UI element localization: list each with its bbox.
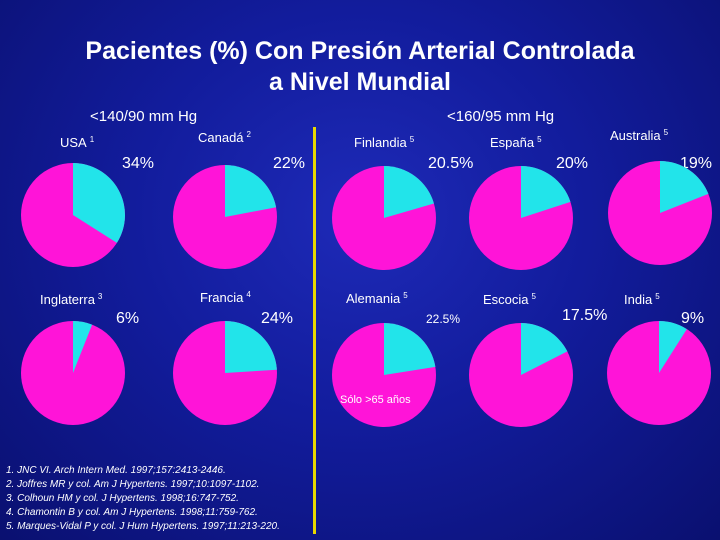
group-divider bbox=[313, 127, 316, 534]
country-label-australia: Australia 5 bbox=[610, 128, 668, 143]
pie-slice-controlled bbox=[521, 323, 568, 375]
country-label-india: India 5 bbox=[624, 292, 660, 307]
reference-number: 5 bbox=[403, 291, 408, 300]
pie-slice-controlled bbox=[521, 166, 571, 218]
pct-label-inglaterra: 6% bbox=[116, 310, 140, 327]
country-name: Canadá bbox=[198, 130, 244, 145]
country-label-usa: USA 1 bbox=[60, 135, 94, 150]
reference-number: 5 bbox=[663, 128, 669, 137]
pct-label-australia: 19% bbox=[680, 155, 713, 172]
pie-slice-controlled bbox=[73, 163, 126, 243]
pct-label-finlandia: 20.5% bbox=[428, 155, 474, 172]
pie-slice-controlled bbox=[384, 166, 434, 218]
reference-item: 5. Marques-Vidal P y col. J Hum Hyperten… bbox=[6, 521, 280, 532]
pie-chart-escocia bbox=[469, 323, 573, 427]
country-name: Inglaterra bbox=[40, 292, 95, 307]
references: 1. JNC VI. Arch Intern Med. 1997;157:241… bbox=[6, 464, 280, 534]
pie-slice-controlled bbox=[225, 165, 277, 217]
pie-chart-usa bbox=[21, 163, 126, 267]
pie-chart-francia bbox=[173, 321, 277, 425]
pie-slice-controlled bbox=[384, 323, 436, 375]
reference-item: 4. Chamontin B y col. Am J Hypertens. 19… bbox=[6, 507, 258, 518]
country-label-francia: Francia 4 bbox=[200, 290, 251, 305]
country-label-escocia: Escocia 5 bbox=[483, 292, 536, 307]
pie-chart-canada bbox=[173, 165, 277, 269]
pct-label-escocia: 17.5% bbox=[562, 307, 608, 324]
pie-chart-india bbox=[607, 321, 711, 425]
pct-label-espana: 20% bbox=[556, 155, 589, 172]
country-label-finlandia: Finlandia 5 bbox=[354, 135, 414, 150]
pie-slice-controlled bbox=[225, 321, 277, 373]
page-title: Pacientes (%) Con Presión Arterial Contr… bbox=[0, 36, 720, 98]
reference-number: 3 bbox=[97, 292, 103, 301]
age-note: Sólo >65 años bbox=[340, 394, 411, 406]
country-label-inglaterra: Inglaterra 3 bbox=[40, 292, 102, 307]
title-line-2: a Nivel Mundial bbox=[269, 68, 451, 96]
pie-chart-espana bbox=[469, 166, 573, 270]
pie-chart-alemania bbox=[332, 323, 436, 427]
reference-number: 5 bbox=[537, 135, 542, 144]
group-label-left: <140/90 mm Hg bbox=[90, 108, 198, 125]
country-name: Finlandia bbox=[354, 135, 407, 150]
reference-number: 4 bbox=[246, 290, 251, 299]
pie-chart-australia bbox=[608, 161, 712, 265]
pct-label-canada: 22% bbox=[273, 155, 306, 172]
group-label-right: <160/95 mm Hg bbox=[447, 108, 555, 125]
country-name: Francia bbox=[200, 290, 244, 305]
country-label-espana: España 5 bbox=[490, 135, 542, 150]
country-label-canada: Canadá 2 bbox=[198, 130, 251, 145]
title-line-1: Pacientes (%) Con Presión Arterial Contr… bbox=[85, 37, 635, 65]
reference-number: 5 bbox=[409, 135, 415, 144]
pie-slice-controlled bbox=[73, 321, 93, 373]
reference-number: 1 bbox=[89, 135, 95, 144]
pie-slice-controlled bbox=[660, 161, 709, 213]
pct-label-india: 9% bbox=[681, 310, 705, 327]
reference-number: 2 bbox=[246, 130, 251, 139]
pie-slice-controlled bbox=[659, 321, 687, 373]
pie-chart-finlandia bbox=[332, 166, 436, 270]
country-label-alemania: Alemania 5 bbox=[346, 291, 408, 306]
reference-item: 1. JNC VI. Arch Intern Med. 1997;157:241… bbox=[6, 465, 226, 476]
pct-label-usa: 34% bbox=[122, 155, 155, 172]
reference-item: 2. Joffres MR y col. Am J Hypertens. 199… bbox=[6, 479, 260, 490]
pie-chart-inglaterra bbox=[21, 321, 125, 425]
country-name: España bbox=[490, 135, 535, 150]
reference-number: 5 bbox=[655, 292, 660, 301]
country-name: Australia bbox=[610, 128, 661, 143]
country-name: Alemania bbox=[346, 291, 401, 306]
reference-item: 3. Colhoun HM y col. J Hypertens. 1998;1… bbox=[6, 493, 239, 504]
country-name: USA bbox=[60, 135, 87, 150]
pct-label-francia: 24% bbox=[261, 310, 294, 327]
pct-label-alemania: 22.5% bbox=[426, 312, 461, 326]
country-name: India bbox=[624, 292, 653, 307]
country-name: Escocia bbox=[483, 292, 529, 307]
reference-number: 5 bbox=[531, 292, 536, 301]
